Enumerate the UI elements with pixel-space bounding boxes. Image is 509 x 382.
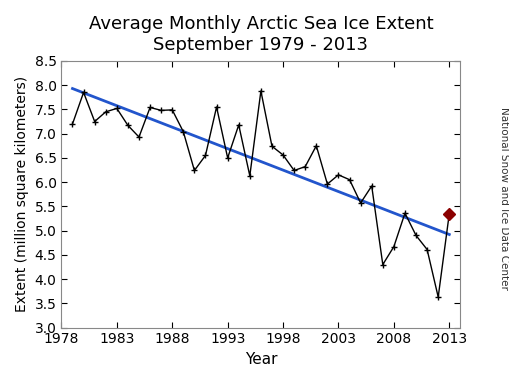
Y-axis label: Extent (million square kilometers): Extent (million square kilometers) (15, 76, 29, 312)
Text: National Snow and Ice Data Center: National Snow and Ice Data Center (498, 107, 508, 290)
X-axis label: Year: Year (244, 352, 276, 367)
Title: Average Monthly Arctic Sea Ice Extent
September 1979 - 2013: Average Monthly Arctic Sea Ice Extent Se… (89, 15, 432, 54)
